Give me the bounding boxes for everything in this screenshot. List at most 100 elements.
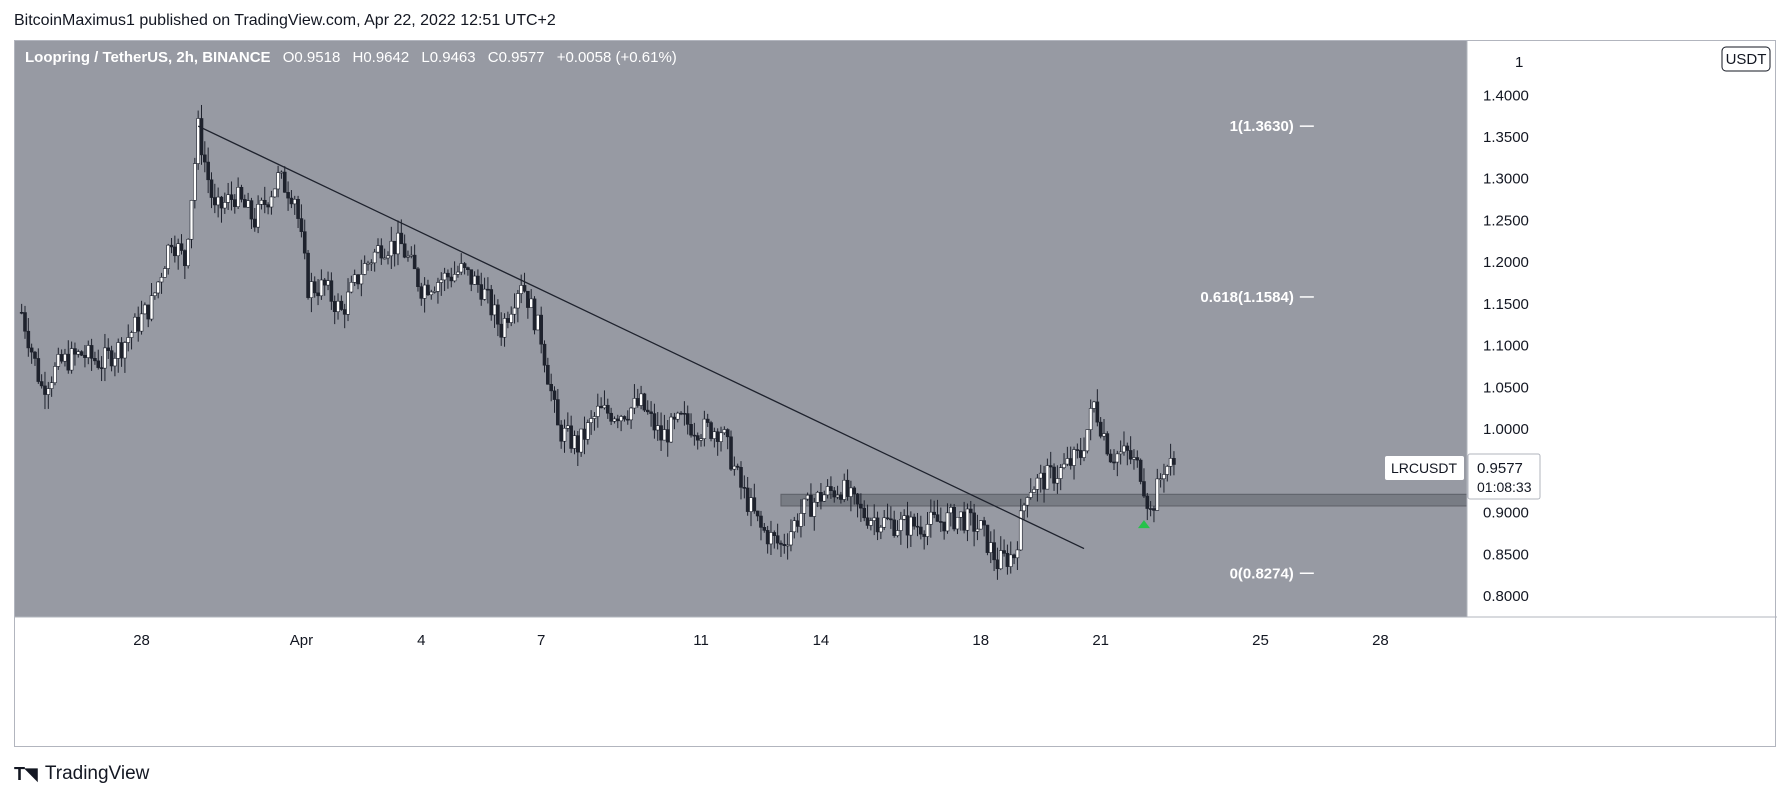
- candle-body: [119, 342, 124, 359]
- footer-brand[interactable]: T◥ TradingView: [14, 763, 149, 785]
- candle-body: [562, 427, 567, 442]
- candle-body: [339, 300, 344, 310]
- candle-body: [299, 218, 304, 232]
- price-axis-tick: 0.8500: [1483, 546, 1529, 563]
- candle-body: [116, 342, 121, 359]
- candle-body: [1022, 504, 1026, 512]
- candle-body: [99, 367, 104, 369]
- candle-body: [805, 494, 810, 500]
- candle-body: [266, 204, 270, 208]
- candle-body: [113, 358, 117, 367]
- candle-body: [665, 429, 670, 443]
- candle-body: [1112, 461, 1116, 464]
- candle-body: [799, 513, 803, 527]
- candle-body: [103, 347, 107, 369]
- candle-body: [242, 199, 247, 208]
- candle-body: [1088, 408, 1093, 430]
- candle-body: [326, 280, 330, 286]
- candle-body: [223, 202, 227, 209]
- candle-body: [179, 243, 184, 251]
- time-axis-tick: 18: [972, 632, 989, 649]
- candle-body: [492, 304, 497, 316]
- candle-body: [89, 345, 94, 359]
- candle-body: [882, 517, 887, 528]
- candle-body: [169, 244, 174, 248]
- candle-body: [256, 204, 260, 228]
- open-label: O: [283, 49, 295, 66]
- candle-body: [439, 279, 444, 283]
- candle-body: [139, 313, 144, 332]
- candle-body: [1145, 495, 1150, 509]
- currency-badge[interactable]: USDT: [1721, 46, 1771, 72]
- candle-body: [496, 304, 500, 325]
- candle-body: [1072, 449, 1076, 466]
- candle-body: [372, 251, 377, 264]
- candle-body: [705, 418, 710, 423]
- candle-body: [625, 418, 630, 421]
- candle-body: [729, 436, 733, 470]
- candle-body: [745, 487, 750, 512]
- candle-body: [1042, 472, 1046, 490]
- candle-body: [566, 425, 570, 429]
- candle-body: [472, 275, 477, 285]
- candle-body: [965, 508, 970, 531]
- candle-body: [489, 289, 494, 316]
- candle-body: [629, 407, 633, 421]
- candle-body: [86, 345, 91, 358]
- candle-body: [276, 172, 280, 190]
- candle-body: [662, 429, 667, 441]
- candle-body: [123, 342, 127, 359]
- price-axis-tick: 1.1500: [1483, 296, 1529, 313]
- candle-body: [246, 200, 250, 208]
- candle-body: [998, 550, 1003, 570]
- candle-body: [73, 348, 77, 355]
- candle-body: [1098, 421, 1103, 437]
- candle-body: [282, 171, 287, 193]
- candle-body: [609, 412, 613, 422]
- candle-body: [206, 161, 210, 181]
- candle-body: [589, 418, 593, 423]
- candle-body: [516, 293, 520, 309]
- candle-body: [978, 520, 983, 530]
- candle-body: [336, 300, 340, 313]
- candle-body: [695, 435, 700, 441]
- candle-body: [362, 263, 367, 275]
- candle-body: [289, 197, 294, 205]
- candle-body: [462, 263, 467, 268]
- candle-body: [136, 316, 141, 332]
- candle-body: [795, 520, 800, 527]
- candle-body: [749, 497, 753, 512]
- candle-body: [349, 282, 354, 293]
- candle-body: [922, 533, 926, 537]
- candle-body: [316, 292, 320, 297]
- candle-body: [536, 314, 540, 331]
- last-price-tag: 0.9577 01:08:33: [1467, 453, 1541, 500]
- candle-body: [595, 405, 600, 417]
- time-axis-tick: 7: [537, 632, 545, 649]
- candle-body: [486, 288, 490, 291]
- candle-body: [865, 517, 870, 526]
- high-value: 0.9642: [363, 49, 409, 66]
- candle-body: [79, 351, 84, 356]
- candle-body: [502, 318, 507, 338]
- candle-body: [312, 281, 317, 294]
- candle-body: [476, 275, 480, 285]
- candle-body: [792, 520, 797, 533]
- candle-body: [569, 425, 573, 449]
- candle-body: [482, 288, 487, 300]
- candle-body: [149, 295, 154, 320]
- candle-body: [642, 393, 647, 411]
- candle-body: [579, 428, 583, 453]
- candle-body: [183, 250, 187, 267]
- candle-body: [286, 192, 290, 199]
- candle-body: [236, 187, 240, 207]
- candle-body: [366, 262, 370, 265]
- time-axis-tick: 14: [813, 632, 830, 649]
- candle-body: [446, 272, 450, 278]
- candle-body: [156, 281, 161, 294]
- price-chart[interactable]: 1(1.3630) 0.618(1.1584) 0(0.8274) 1.4000 1.…: [15, 41, 1777, 748]
- candle-body: [719, 432, 723, 442]
- candle-body: [1092, 401, 1096, 409]
- chart-frame[interactable]: 1(1.3630) 0.618(1.1584) 0(0.8274) 1.4000 1.…: [14, 40, 1777, 748]
- candle-body: [153, 292, 157, 296]
